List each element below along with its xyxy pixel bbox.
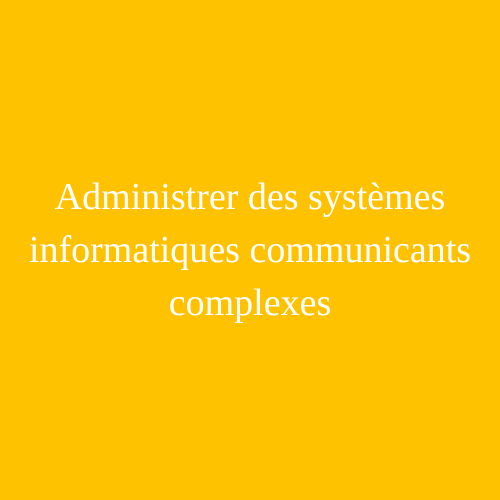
card-title-line-2: informatiques communicants	[28, 229, 472, 271]
card-title-line-3: complexes	[168, 282, 332, 324]
card-title-line-1: Administrer des systèmes	[54, 176, 446, 218]
card-title: Administrer des systèmes informatiques c…	[0, 171, 500, 330]
